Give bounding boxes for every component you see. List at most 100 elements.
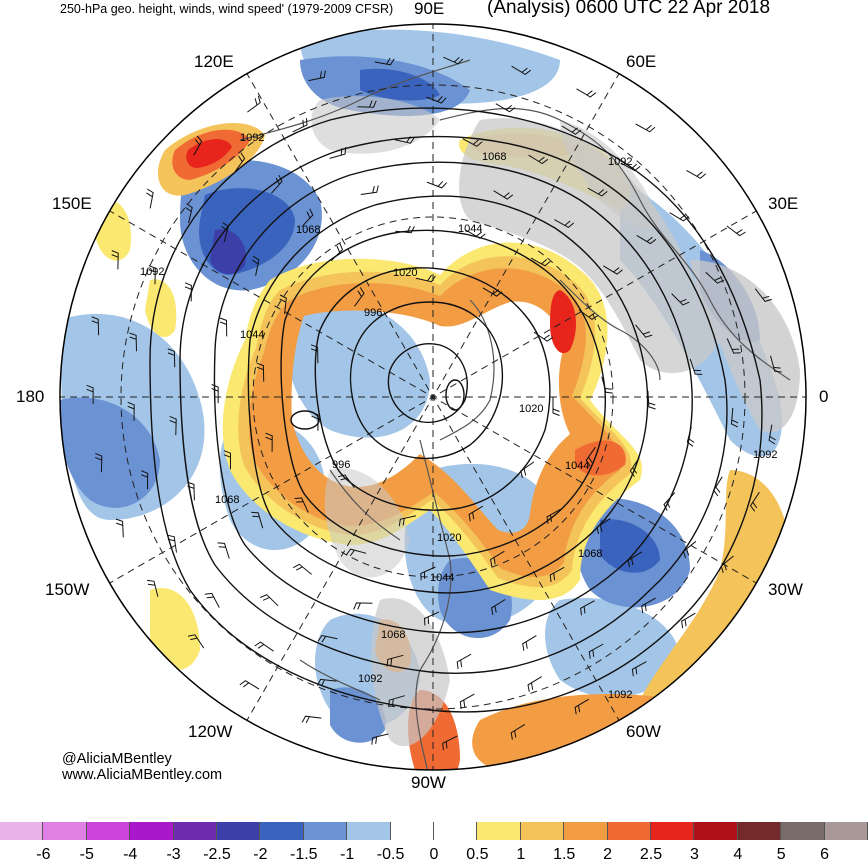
colorbar-cell bbox=[347, 822, 391, 840]
wind-barb bbox=[686, 426, 695, 447]
graticule bbox=[60, 24, 806, 770]
wind-barb bbox=[596, 517, 611, 535]
wind-barb bbox=[465, 229, 486, 239]
lon-label-60e: 60E bbox=[626, 52, 657, 71]
colorbar-label: -4 bbox=[123, 846, 138, 863]
wind-barb bbox=[459, 693, 475, 709]
contour-label-1: 1092 bbox=[240, 132, 264, 144]
wind-barb bbox=[561, 125, 582, 135]
wind-barb bbox=[588, 643, 604, 659]
colorbar-cell bbox=[737, 822, 782, 840]
contour-label-4: 1068 bbox=[296, 224, 320, 236]
wind-barb bbox=[482, 287, 503, 297]
wind-barb bbox=[468, 505, 484, 522]
wind-barb bbox=[292, 118, 308, 133]
colorbar: -6 -5 -4 -3 -2.5 -2 -1.5 -1 -0.5 0 0.5 1 1.5 2 2.5 3 4 5 6 bbox=[0, 822, 868, 867]
wind-barb bbox=[631, 661, 647, 677]
colorbar-cell bbox=[390, 822, 434, 840]
wind-barb bbox=[187, 481, 195, 501]
wind-barb bbox=[635, 324, 653, 338]
wind-barb bbox=[111, 250, 119, 270]
wind-barb bbox=[337, 474, 355, 488]
wind-barb bbox=[311, 411, 319, 431]
wind-barb bbox=[353, 602, 373, 610]
contour-label-12: 1044 bbox=[565, 460, 589, 472]
colorbar-cell bbox=[824, 822, 868, 840]
wind-barb bbox=[585, 446, 596, 467]
lon-label-120w: 120W bbox=[188, 722, 233, 741]
wind-barb bbox=[129, 332, 137, 352]
wind-barb bbox=[554, 219, 575, 229]
wind-barb bbox=[141, 470, 149, 490]
wind-barb bbox=[629, 457, 640, 477]
colorbar-label: -6 bbox=[36, 846, 51, 863]
wind-barb bbox=[167, 534, 177, 553]
wind-barb bbox=[330, 242, 344, 262]
colorbar-label: 0 bbox=[429, 846, 439, 863]
wind-barb bbox=[491, 599, 506, 615]
colorbar-label: -3 bbox=[166, 846, 181, 863]
wind-barb bbox=[260, 594, 279, 607]
wind-barb bbox=[720, 555, 734, 573]
wind-barb bbox=[510, 723, 526, 740]
wind-barb bbox=[576, 88, 597, 98]
wind-barb bbox=[395, 225, 415, 234]
wind-barb bbox=[681, 612, 696, 629]
lon-label-30e: 30E bbox=[768, 194, 799, 213]
wind-barb bbox=[754, 288, 772, 302]
wind-barb bbox=[360, 185, 379, 195]
lon-label-90e: 90E bbox=[414, 0, 445, 18]
wind-barb bbox=[271, 174, 283, 194]
wind-barb bbox=[251, 511, 264, 529]
wind-barb bbox=[386, 654, 404, 667]
wind-barb bbox=[388, 695, 405, 708]
wind-barb bbox=[641, 597, 656, 613]
contour-label-11: 996 bbox=[332, 459, 350, 471]
wind-barb bbox=[256, 362, 265, 382]
wind-barb bbox=[627, 551, 643, 568]
wind-barbs bbox=[86, 56, 782, 751]
contour-label-5: 1044 bbox=[458, 223, 482, 235]
wind-barb bbox=[86, 384, 94, 404]
wind-barb bbox=[254, 641, 274, 652]
wind-barb bbox=[292, 563, 312, 575]
lon-label-30w: 30W bbox=[768, 580, 803, 599]
contour-label-9: 996 bbox=[364, 307, 382, 319]
wind-barb bbox=[546, 508, 562, 524]
wind-barb bbox=[193, 135, 203, 156]
wind-barb bbox=[462, 138, 483, 147]
wind-barb bbox=[204, 592, 220, 608]
wind-barb bbox=[490, 550, 505, 567]
wind-barb bbox=[148, 265, 156, 285]
lon-label-180: 180 bbox=[16, 387, 45, 406]
colorbar-label: -2 bbox=[253, 846, 268, 863]
colorbar-label: 6 bbox=[820, 846, 830, 863]
colorbar-label: -0.5 bbox=[376, 846, 405, 863]
contour-label-15: 1020 bbox=[437, 532, 461, 544]
colorbar-label: 1 bbox=[516, 846, 526, 863]
colorbar-label: -5 bbox=[79, 846, 94, 863]
wind-barb bbox=[294, 497, 309, 513]
wind-barb bbox=[223, 450, 231, 470]
colorbar-label: 4 bbox=[733, 846, 743, 863]
colorbar-cell bbox=[781, 822, 825, 840]
wind-barb bbox=[426, 180, 447, 189]
colorbar-cell bbox=[0, 822, 44, 840]
wind-barb bbox=[663, 492, 676, 511]
contour-label-17: 1044 bbox=[430, 572, 454, 584]
wind-barb bbox=[301, 208, 314, 228]
wind-barb bbox=[530, 257, 551, 267]
analysis-time-title: (Analysis) 0600 UTC 22 Apr 2018 bbox=[487, 0, 771, 18]
coastlines bbox=[239, 59, 791, 770]
wind-barb bbox=[671, 293, 690, 306]
wind-barb bbox=[587, 187, 608, 197]
wind-barb bbox=[346, 548, 367, 557]
contour-label-10: 1020 bbox=[519, 403, 543, 415]
colorbar-cell bbox=[260, 822, 304, 840]
wind-barb bbox=[552, 397, 560, 416]
wind-barb bbox=[522, 635, 537, 651]
wind-barb bbox=[115, 518, 124, 538]
wind-barb bbox=[647, 390, 656, 410]
contour-labels: 1092 1068 1092 1068 1044 1092 1020 1044 … bbox=[140, 132, 777, 701]
wind-barb bbox=[578, 309, 599, 321]
